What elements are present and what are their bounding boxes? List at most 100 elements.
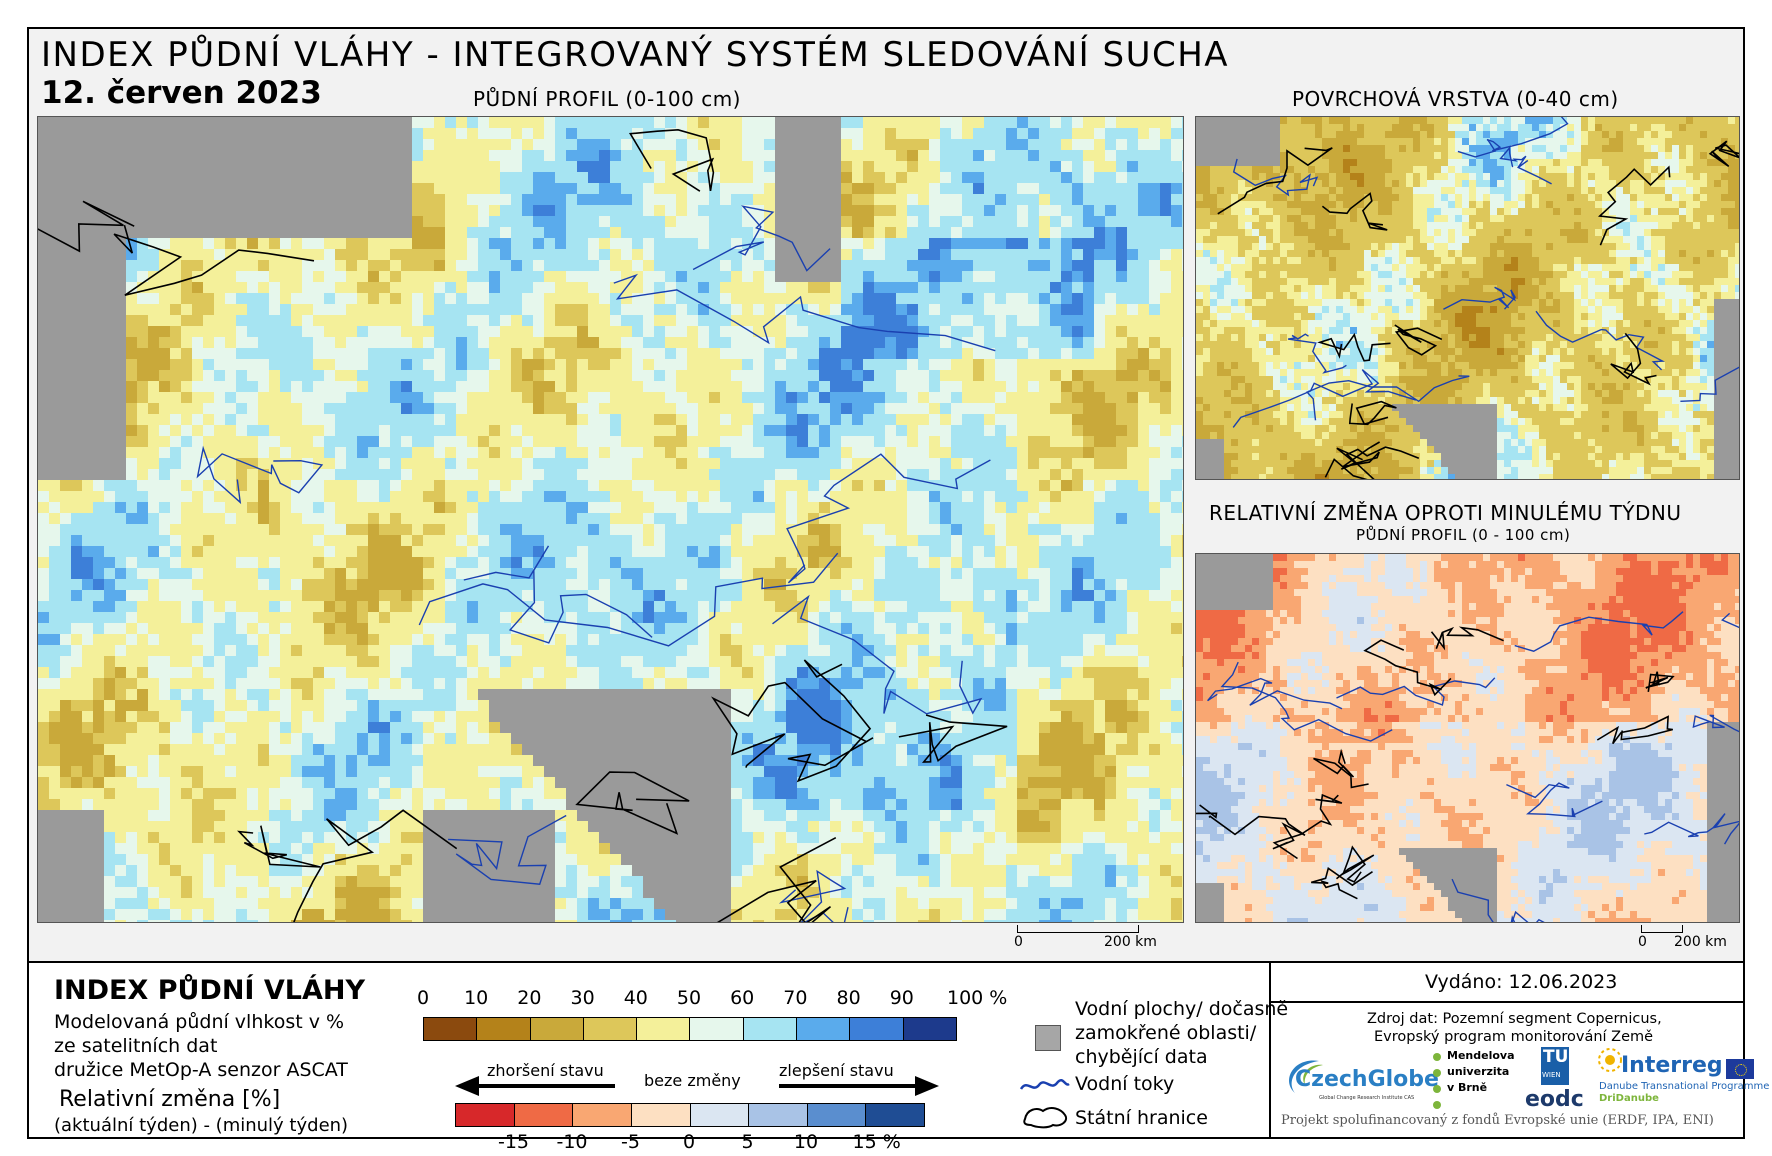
scale-zero-small: 0 [1638,934,1647,950]
river-line [1506,782,1603,818]
country-border [1336,441,1381,470]
change-tick-3: 0 [682,1131,696,1153]
funding-note: Projekt spolufinancovaný z fondů Evropsk… [1281,1113,1714,1128]
scale-end-small: 200 km [1674,934,1727,950]
source-line-1: Zdroj dat: Pozemní segment Copernicus, [1367,1011,1662,1027]
river-line [1535,310,1665,371]
river-line [772,594,983,715]
moisture-swatch-7 [797,1018,851,1040]
moisture-swatch-5 [690,1018,744,1040]
relative-change-map [1195,553,1740,923]
moisture-swatch-4 [637,1018,691,1040]
borders-label: Státní hranice [1075,1107,1208,1129]
czechglobe-text: CzechGlobe [1295,1067,1439,1092]
water-label-3: chybějící data [1075,1046,1208,1068]
legend-desc-3: družice MetOp-A senzor ASCAT [54,1059,348,1081]
water-area-swatch [1035,1025,1061,1051]
change-map-canvas [1196,554,1739,922]
river-line-icon [1019,1078,1070,1090]
country-border [1645,671,1675,693]
river-line [196,445,324,505]
river-line [1499,146,1552,185]
river-line [613,273,996,352]
change-map-label: RELATIVNÍ ZMĚNA OPROTI MINULÉMU TÝDNU [1209,501,1682,525]
surface-map-label: POVRCHOVÁ VRSTVA (0-40 cm) [1292,87,1619,111]
change-tick-1: -10 [556,1131,588,1153]
country-border [1324,446,1420,479]
river-line [1514,611,1684,652]
interreg-subtext-1: Danube Transnational Programme [1599,1081,1770,1092]
country-border [1708,140,1739,168]
nochange-label: beze změny [644,1071,741,1090]
legend-desc-1: Modelovaná půdní vlhkost v % [54,1011,345,1033]
map-frame: INDEX PŮDNÍ VLÁHY - INTEGROVANÝ SYSTÉM S… [27,27,1769,1153]
country-border [1394,324,1443,356]
change-tick-4: 5 [741,1131,754,1153]
country-border [1348,400,1397,426]
mendel-text-3: v Brně [1447,1081,1488,1094]
legend-desc-2: ze satelitních dat [54,1035,218,1057]
country-border [113,224,315,296]
scale-zero: 0 [1014,934,1023,950]
river-line [1232,369,1417,428]
moisture-tick-4: 40 [623,987,648,1009]
worse-label: zhoršení stavu [487,1061,604,1080]
country-border [898,714,1008,763]
surface-layer-map [1195,116,1740,480]
change-swatch-4 [690,1104,750,1126]
river-line [1451,878,1545,922]
river-line [1443,286,1517,310]
country-border [1313,748,1369,789]
river-line [1305,375,1470,421]
border-shape-icon [1023,1107,1067,1129]
change-swatch-7 [866,1104,924,1126]
issued-date: Vydáno: 12.06.2023 [1425,971,1618,993]
country-border [1430,626,1504,651]
change-swatch-2 [573,1104,632,1126]
source-line-2: Evropský program monitorování Země [1374,1029,1654,1045]
river-line [1457,117,1569,158]
country-border [237,825,321,868]
raster-layer [1196,554,1739,922]
moisture-tick-2: 20 [517,987,542,1009]
change-swatch-3 [631,1104,691,1126]
country-border [1335,845,1375,883]
river-line [463,545,653,644]
country-border [575,771,690,835]
mendel-text-2: univerzita [1447,1065,1510,1078]
change-swatch-5 [749,1104,808,1126]
river-line [786,453,991,584]
wien-text: WIEN [1542,1071,1561,1079]
moisture-swatch-8 [850,1018,904,1040]
interreg-text: Interreg [1621,1053,1723,1078]
river-line [1232,158,1319,197]
issued-separator [1269,1001,1743,1003]
country-border [1208,815,1306,850]
interreg-subtext-2: DriDanube [1599,1093,1659,1104]
eu-flag-icon [1726,1059,1754,1079]
country-border [1317,332,1391,362]
river-line [692,205,831,272]
change-tick-5: 10 [793,1131,819,1153]
moisture-tick-1: 10 [464,987,489,1009]
moisture-tick-0: 0 [416,987,430,1009]
legend-title: INDEX PŮDNÍ VLÁHY [54,975,366,1006]
moisture-swatch-3 [583,1018,638,1040]
moisture-swatch-1 [477,1018,531,1040]
country-border [1196,804,1218,819]
change-swatch-1 [514,1104,574,1126]
raster-layer [1196,117,1739,479]
country-border [1596,715,1674,745]
better-label: zlepšení stavu [779,1061,894,1080]
moisture-swatch-9 [903,1018,956,1040]
change-swatch-6 [807,1104,867,1126]
surface-map-canvas [1196,117,1739,479]
water-label-2: zamokřené oblasti/ [1075,1022,1257,1044]
country-border [716,836,837,922]
interreg-sun-icon [1598,1048,1622,1072]
better-arrow-icon [779,1076,939,1096]
change-map-sublabel: PŮDNÍ PROFIL (0 - 100 cm) [1356,526,1571,544]
river-line [1287,333,1347,374]
river-line [1220,661,1393,742]
map-area: INDEX PŮDNÍ VLÁHY - INTEGROVANÝ SYSTÉM S… [29,29,1743,963]
